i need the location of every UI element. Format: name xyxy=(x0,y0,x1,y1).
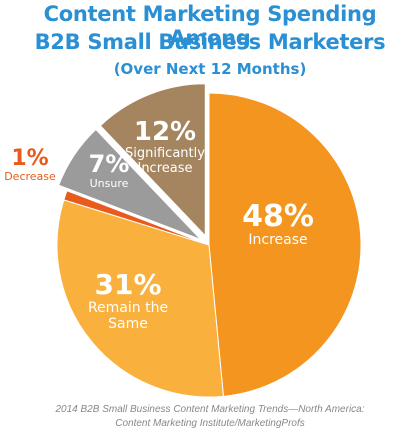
slice-label-increase: Increase xyxy=(248,232,307,248)
slice-percent-decrease: 1% xyxy=(11,146,48,171)
slice-label-significantly-increase: Increase xyxy=(137,161,192,176)
pie-slice-unsure xyxy=(58,128,202,240)
slice-label-decrease: Decrease xyxy=(4,170,56,183)
slice-percent-remain-same: 31% xyxy=(94,268,161,301)
slice-label-significantly-increase: Significantly xyxy=(125,146,205,161)
source-line-1: 2014 B2B Small Business Content Marketin… xyxy=(55,404,365,415)
slice-label-remain-same: Same xyxy=(108,316,148,332)
slice-label-unsure: Unsure xyxy=(90,177,129,190)
pie-slice-remain-same xyxy=(56,199,224,398)
slice-percent-unsure: 7% xyxy=(89,150,130,178)
slice-percent-increase: 48% xyxy=(242,199,314,234)
pie-slice-increase xyxy=(208,92,362,397)
chart-subtitle: (Over Next 12 Months) xyxy=(113,60,307,78)
chart-title: Content Marketing Spending Among xyxy=(43,2,377,50)
chart-title-line2: B2B Small Business Marketers xyxy=(34,30,386,54)
pie-slice-significantly-increase xyxy=(99,83,206,237)
slice-label-remain-same: Remain the xyxy=(88,300,168,316)
pie-slice-decrease xyxy=(63,190,210,246)
slice-percent-significantly-increase: 12% xyxy=(134,117,196,147)
source-line-2: Content Marketing Institute/MarketingPro… xyxy=(115,418,305,429)
